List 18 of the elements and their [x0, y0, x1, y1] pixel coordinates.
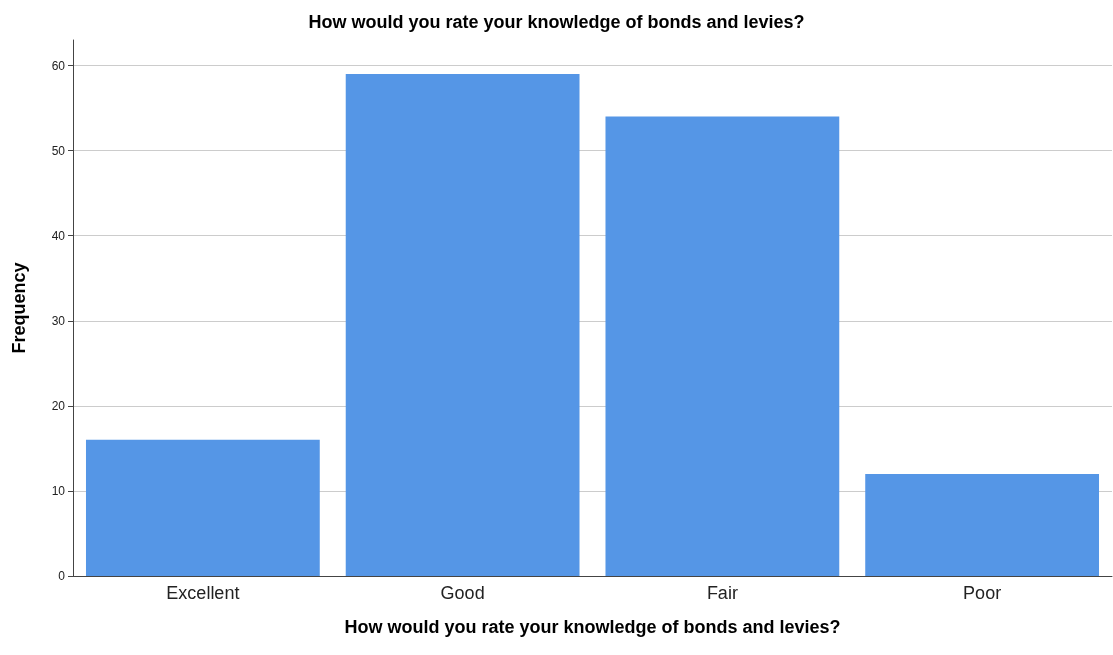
y-tick-label: 0 — [58, 569, 66, 583]
x-axis-title: How would you rate your knowledge of bonds and levies? — [344, 617, 841, 637]
bar — [345, 74, 580, 576]
bar — [865, 473, 1100, 576]
bar — [85, 439, 320, 576]
x-tick-label: Excellent — [166, 583, 240, 603]
y-tick-label: 20 — [51, 398, 66, 413]
chart-title: How would you rate your knowledge of bonds and levies? — [308, 12, 805, 32]
y-tick-label: 40 — [51, 228, 66, 243]
y-tick-label: 60 — [51, 58, 66, 73]
y-tick-label: 30 — [51, 313, 66, 328]
x-tick-label: Good — [440, 583, 485, 603]
y-tick-label: 10 — [51, 483, 66, 498]
bar — [605, 116, 840, 576]
x-tick-label: Fair — [706, 583, 738, 603]
y-axis-title: Frequency — [9, 262, 29, 354]
y-tick-label: 50 — [51, 143, 66, 158]
x-tick-label: Poor — [963, 583, 1002, 603]
